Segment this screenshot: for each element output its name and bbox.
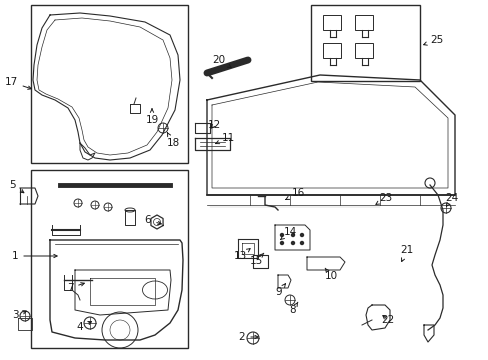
Text: 3: 3 bbox=[12, 310, 26, 320]
Text: 10: 10 bbox=[324, 268, 337, 281]
Bar bbox=[323, 43, 340, 58]
Text: 17: 17 bbox=[4, 77, 31, 89]
Circle shape bbox=[291, 234, 294, 237]
Bar bbox=[310, 5, 419, 81]
Circle shape bbox=[300, 234, 303, 237]
Text: 12: 12 bbox=[207, 120, 220, 130]
Circle shape bbox=[280, 234, 283, 237]
Text: 25: 25 bbox=[423, 35, 443, 45]
Circle shape bbox=[291, 242, 294, 244]
Text: 7: 7 bbox=[66, 283, 84, 293]
Text: 23: 23 bbox=[375, 193, 392, 204]
Text: 14: 14 bbox=[280, 227, 296, 240]
Text: 5: 5 bbox=[10, 180, 24, 193]
Bar bbox=[323, 15, 340, 30]
Text: 20: 20 bbox=[212, 55, 231, 67]
Circle shape bbox=[280, 242, 283, 244]
Text: 6: 6 bbox=[144, 215, 161, 225]
Text: 8: 8 bbox=[289, 302, 297, 315]
Bar bbox=[31, 5, 187, 163]
Text: 21: 21 bbox=[400, 245, 413, 261]
Text: 16: 16 bbox=[285, 188, 304, 199]
Text: 13: 13 bbox=[233, 249, 250, 261]
Text: 4: 4 bbox=[77, 321, 91, 332]
Circle shape bbox=[300, 242, 303, 244]
Text: 2: 2 bbox=[238, 332, 258, 342]
Text: 19: 19 bbox=[145, 109, 158, 125]
Text: 9: 9 bbox=[275, 284, 285, 297]
Text: 15: 15 bbox=[249, 253, 263, 266]
Text: 11: 11 bbox=[215, 133, 234, 144]
Bar bbox=[354, 15, 372, 30]
Bar bbox=[31, 170, 187, 348]
Text: 1: 1 bbox=[12, 251, 57, 261]
Bar bbox=[354, 43, 372, 58]
Text: 24: 24 bbox=[445, 193, 458, 206]
Text: 18: 18 bbox=[166, 132, 179, 148]
Text: 22: 22 bbox=[381, 315, 394, 325]
